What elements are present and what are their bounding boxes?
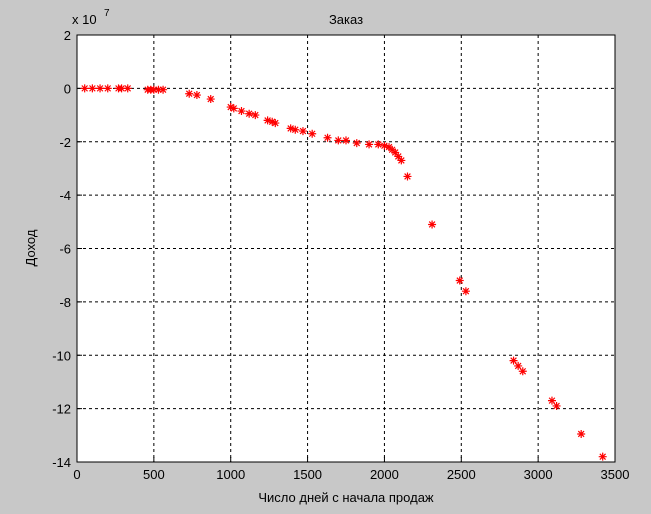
- point: [342, 136, 350, 145]
- y-multiplier: x 10: [72, 12, 97, 27]
- point: [365, 140, 374, 149]
- point: [206, 95, 215, 104]
- point: [237, 107, 246, 116]
- x-tick-label: 1500: [293, 467, 322, 482]
- y-axis-label: Доход: [23, 229, 38, 266]
- y-tick-label: -6: [59, 242, 71, 257]
- x-tick-label: 2000: [370, 467, 399, 482]
- point: [149, 85, 158, 94]
- point: [263, 116, 272, 125]
- y-tick-label: -8: [59, 295, 71, 310]
- x-tick-label: 2500: [447, 467, 476, 482]
- point: [428, 220, 437, 229]
- y-multiplier-exponent: 7: [104, 8, 110, 19]
- axes-box: [76, 34, 616, 463]
- point: [552, 401, 561, 410]
- point: [547, 396, 556, 405]
- point: [298, 127, 307, 136]
- point: [394, 152, 403, 161]
- point: [229, 104, 238, 113]
- y-tick-label: -14: [52, 455, 71, 470]
- point: [308, 129, 317, 138]
- point: [117, 84, 126, 93]
- y-tick-label: -4: [59, 188, 71, 203]
- point: [226, 103, 235, 112]
- x-tick-label: 0: [73, 467, 80, 482]
- point: [88, 84, 97, 93]
- point: [334, 136, 343, 145]
- point: [374, 140, 383, 149]
- point: [380, 141, 389, 150]
- point: [403, 172, 412, 181]
- point: [397, 156, 406, 165]
- x-tick-label: 500: [143, 467, 165, 482]
- point: [154, 85, 163, 94]
- y-tick-label: -10: [52, 348, 71, 363]
- point: [577, 429, 586, 438]
- point: [455, 276, 464, 285]
- point: [518, 367, 527, 376]
- y-tick-label: 2: [64, 28, 71, 43]
- point: [245, 109, 254, 118]
- point: [96, 84, 105, 93]
- point: [509, 356, 518, 365]
- x-tick-label: 3000: [524, 467, 553, 482]
- point: [185, 89, 194, 98]
- point: [251, 111, 260, 120]
- point: [268, 117, 277, 126]
- point: [391, 148, 400, 157]
- point: [598, 452, 607, 461]
- x-tick-label: 1000: [216, 467, 245, 482]
- point: [461, 287, 470, 296]
- y-tick-label: 0: [64, 81, 71, 96]
- point: [159, 85, 168, 94]
- point: [192, 91, 201, 100]
- x-tick-label: 3500: [601, 467, 630, 482]
- y-tick-label: -2: [59, 135, 71, 150]
- plot-area: [77, 35, 615, 462]
- point: [123, 84, 132, 93]
- point: [323, 133, 332, 142]
- point: [271, 119, 280, 128]
- chart-title: Заказ: [329, 12, 363, 27]
- x-axis-label: Число дней с начала продаж: [258, 490, 434, 505]
- point: [80, 84, 89, 93]
- point: [103, 84, 112, 93]
- point: [352, 139, 361, 148]
- point: [291, 125, 300, 134]
- point: [286, 124, 295, 133]
- point: [514, 361, 523, 370]
- y-tick-label: -12: [52, 402, 71, 417]
